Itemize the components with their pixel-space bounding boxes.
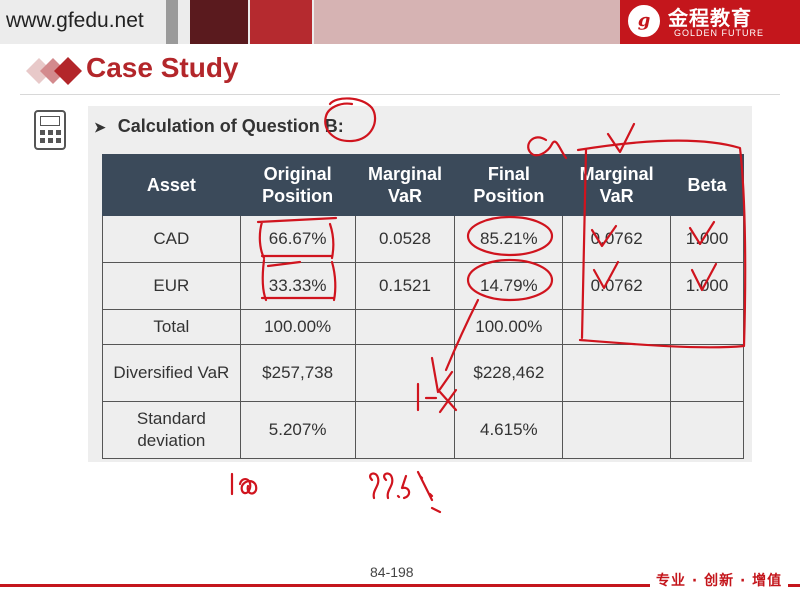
table-cell [562, 344, 672, 402]
table-row: CAD 66.67% 0.0528 85.21% 0.0762 1.000 [102, 215, 744, 263]
table-header-row: Asset Original Position Marginal VaR Fin… [102, 154, 744, 216]
table-cell: CAD [102, 215, 241, 263]
table-cell: 4.615% [454, 401, 564, 459]
banner-stripe [314, 0, 620, 44]
table-row: EUR 33.33% 0.1521 14.79% 0.0762 1.000 [102, 262, 744, 310]
table-cell [562, 309, 672, 345]
page-number: 84-198 [370, 564, 414, 580]
banner-stripe [190, 0, 248, 44]
table-cell: 1.000 [670, 215, 744, 263]
table-row: Standard deviation 5.207% 4.615% [102, 401, 744, 459]
footer-slogan: 专业 · 创新 · 增值 [650, 570, 789, 590]
ink-text-one-hundred [230, 472, 258, 496]
table-cell: $257,738 [239, 344, 356, 402]
table-row: Diversified VaR $257,738 $228,462 [102, 344, 744, 402]
top-banner: www.gfedu.net g 金程教育 GOLDEN FUTURE [0, 0, 800, 44]
question-heading-text: Calculation of Question B: [117, 116, 344, 136]
banner-stripe [250, 0, 312, 44]
table-cell [562, 401, 672, 459]
column-header: Original Position [239, 154, 356, 216]
table-cell: 0.1521 [354, 262, 456, 310]
table-cell: 1.000 [670, 262, 744, 310]
table-cell [670, 309, 744, 345]
calculator-icon [34, 110, 66, 150]
banner-stripe [166, 0, 178, 44]
table-cell: EUR [102, 262, 241, 310]
table-cell: 0.0528 [354, 215, 456, 263]
table-cell: 100.00% [239, 309, 356, 345]
column-header: Final Position [454, 154, 564, 216]
table-cell [670, 344, 744, 402]
logo-english-name: GOLDEN FUTURE [674, 28, 765, 38]
logo-chinese-name: 金程教育 [668, 6, 752, 30]
table-cell: 33.33% [239, 262, 356, 310]
logo-emblem-icon: g [628, 5, 660, 37]
footer-divider [0, 584, 800, 587]
brand-logo: g 金程教育 GOLDEN FUTURE [620, 0, 800, 44]
column-header: Marginal VaR [562, 154, 672, 216]
table-cell: 66.67% [239, 215, 356, 263]
table-cell [354, 401, 456, 459]
table-row: Total 100.00% 100.00% [102, 309, 744, 345]
table-cell: 0.0762 [562, 215, 672, 263]
title-divider [20, 94, 780, 95]
table-cell [354, 309, 456, 345]
question-heading: ➤ Calculation of Question B: [94, 116, 344, 137]
table-cell: 5.207% [239, 401, 356, 459]
site-url[interactable]: www.gfedu.net [6, 9, 144, 32]
table-cell: Standard deviation [102, 401, 241, 459]
arrow-bullet-icon: ➤ [94, 119, 106, 135]
diamond-bullet-icon [26, 57, 82, 85]
calculation-table: Asset Original Position Marginal VaR Fin… [102, 154, 744, 459]
table-cell: 0.0762 [562, 262, 672, 310]
column-header: Asset [102, 154, 241, 216]
table-cell: 14.79% [454, 262, 564, 310]
column-header: Beta [670, 154, 744, 216]
table-cell [670, 401, 744, 459]
column-header: Marginal VaR [354, 154, 456, 216]
table-cell: 85.21% [454, 215, 564, 263]
table-cell [354, 344, 456, 402]
table-cell: Total [102, 309, 241, 345]
table-cell: $228,462 [454, 344, 564, 402]
slide-title: Case Study [86, 52, 239, 83]
ink-text-ninety-nine-point-five [369, 470, 442, 514]
table-cell: 100.00% [454, 309, 564, 345]
table-cell: Diversified VaR [102, 344, 241, 402]
